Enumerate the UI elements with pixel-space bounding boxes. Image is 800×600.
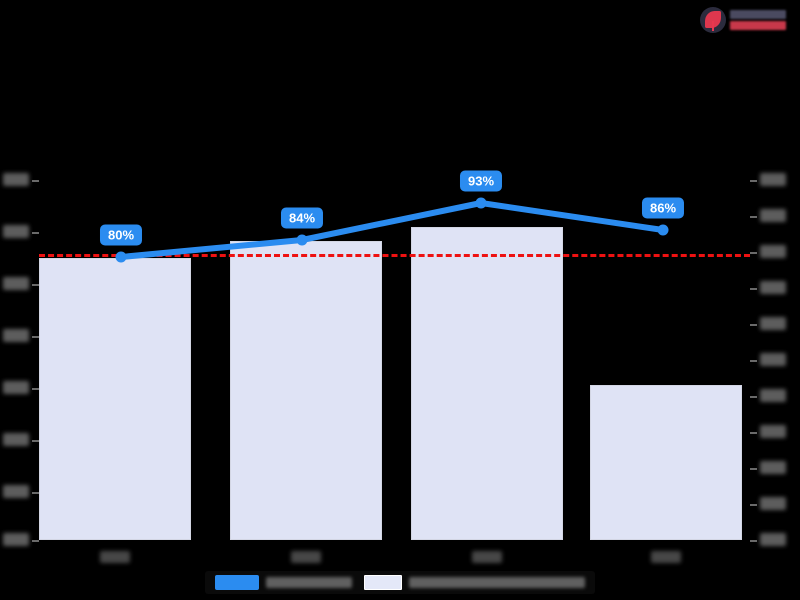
line-marker-3: [475, 197, 487, 209]
value-label-3: 93%: [459, 170, 503, 192]
bar-2: [230, 241, 382, 540]
chart-title: [0, 78, 800, 102]
x-axis-label-4: [651, 551, 681, 563]
left-axis-tick-label-7: [3, 533, 29, 546]
value-label-1: 80%: [99, 224, 143, 246]
x-axis-label-1: [100, 551, 130, 563]
left-axis-tick-label-4: [3, 381, 29, 394]
legend-item-bar[interactable]: [364, 575, 585, 590]
left-axis-tick-label-1: [3, 225, 29, 238]
right-axis-tick-label-0: [760, 173, 786, 186]
right-axis-tick-9: [750, 504, 757, 506]
left-axis-tick-6: [32, 492, 39, 494]
right-axis-tick-label-10: [760, 533, 786, 546]
bar-1: [39, 258, 191, 540]
value-label-2: 84%: [280, 207, 324, 229]
chart-legend: [205, 571, 595, 594]
legend-item-line[interactable]: [215, 575, 352, 590]
brand-logo: [700, 4, 792, 36]
left-axis-tick-label-2: [3, 277, 29, 290]
bar-4: [590, 385, 742, 540]
right-axis-tick-1: [750, 216, 757, 218]
brand-logo-text-primary: [730, 10, 786, 19]
bar-swatch-icon: [364, 575, 402, 590]
brand-logo-text-secondary: [730, 21, 786, 30]
left-axis-tick-7: [32, 540, 39, 542]
right-axis-tick-10: [750, 540, 757, 542]
right-axis-tick-label-7: [760, 425, 786, 438]
threshold-line: [39, 254, 750, 257]
x-axis-label-2: [291, 551, 321, 563]
x-axis-label-3: [472, 551, 502, 563]
leaf-circle-icon: [700, 7, 726, 33]
left-axis-tick-label-5: [3, 433, 29, 446]
right-axis-tick-8: [750, 468, 757, 470]
line-marker-4: [657, 224, 669, 236]
right-axis-tick-label-1: [760, 209, 786, 222]
right-axis-tick-label-6: [760, 389, 786, 402]
right-axis-tick-5: [750, 360, 757, 362]
right-axis-tick-label-5: [760, 353, 786, 366]
left-axis-tick-3: [32, 336, 39, 338]
left-axis-tick-0: [32, 180, 39, 182]
right-axis-tick-3: [750, 288, 757, 290]
left-axis-tick-label-6: [3, 485, 29, 498]
right-axis-tick-4: [750, 324, 757, 326]
bar-3: [411, 227, 563, 540]
legend-item-bar-label: [409, 577, 585, 588]
right-axis-tick-6: [750, 396, 757, 398]
right-axis-tick-label-9: [760, 497, 786, 510]
value-label-4: 86%: [641, 197, 685, 219]
line-swatch-icon: [215, 575, 259, 590]
legend-item-line-label: [266, 577, 352, 588]
left-axis-tick-label-0: [3, 173, 29, 186]
left-axis-tick-label-3: [3, 329, 29, 342]
right-axis-tick-label-2: [760, 245, 786, 258]
brand-logo-text: [730, 10, 786, 30]
right-axis-tick-0: [750, 180, 757, 182]
left-axis-tick-2: [32, 284, 39, 286]
right-axis-tick-label-8: [760, 461, 786, 474]
right-axis-tick-2: [750, 252, 757, 254]
left-axis-tick-5: [32, 440, 39, 442]
right-axis-tick-7: [750, 432, 757, 434]
left-axis-tick-1: [32, 232, 39, 234]
right-axis-tick-label-4: [760, 317, 786, 330]
right-axis-tick-label-3: [760, 281, 786, 294]
left-axis-tick-4: [32, 388, 39, 390]
